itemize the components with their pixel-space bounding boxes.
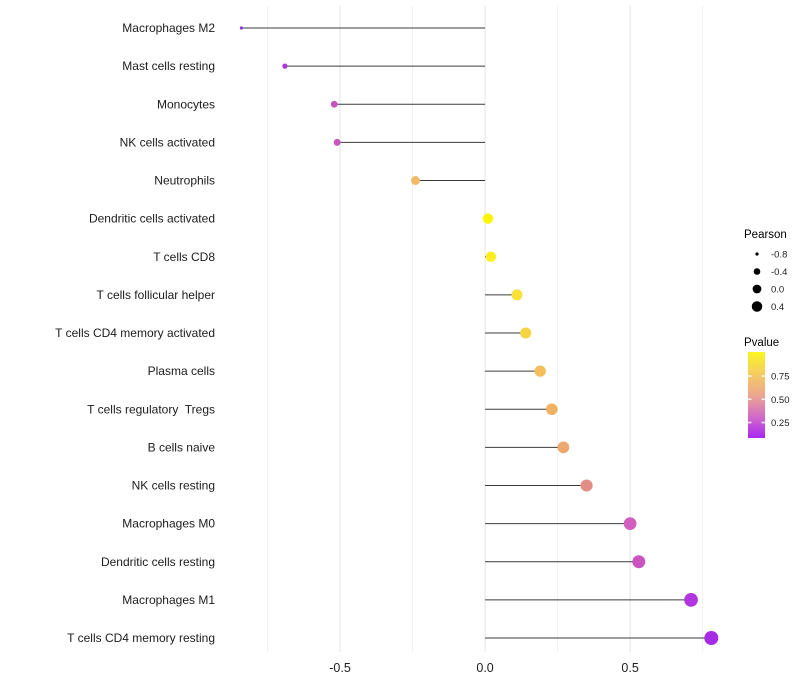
y-axis-label: NK cells resting	[132, 479, 215, 493]
gridlines	[267, 6, 704, 652]
lollipop-point	[632, 555, 646, 569]
lollipop-stems	[241, 27, 712, 639]
lollipop-point	[557, 441, 570, 454]
lollipop-point	[580, 479, 593, 492]
y-axis-label: T cells follicular helper	[97, 288, 216, 302]
pvalue-legend: Pvalue 0.75 0.50 0.25	[744, 337, 790, 438]
lollipop-point	[411, 176, 420, 185]
lollipop-point	[333, 138, 341, 146]
pvalue-colorbar	[748, 352, 765, 438]
pearson-legend-title: Pearson	[744, 229, 787, 241]
pearson-legend: Pearson -0.8 -0.4 0.0 0.4	[744, 229, 787, 313]
y-axis-label: Monocytes	[157, 97, 215, 111]
y-axis-label: Dendritic cells activated	[89, 212, 215, 226]
lollipop-point	[623, 517, 637, 531]
x-axis-label: -0.5	[329, 661, 351, 675]
pvalue-legend-label: 0.25	[771, 418, 790, 429]
lollipop-points	[239, 26, 719, 645]
y-axis-label: Plasma cells	[148, 364, 215, 378]
pearson-legend-label: 0.0	[771, 285, 784, 296]
lollipop-point	[239, 26, 244, 30]
x-axis-label: 0.5	[621, 661, 638, 675]
lollipop-point	[485, 251, 497, 262]
y-axis-label: Macrophages M0	[122, 517, 215, 531]
lollipop-point	[282, 63, 288, 69]
y-axis-label: Macrophages M2	[122, 21, 215, 35]
lollipop-point	[704, 631, 719, 645]
pearson-legend-dot	[752, 284, 762, 294]
pearson-legend-dot	[755, 252, 759, 256]
y-axis-label: T cells regulatory Tregs	[87, 402, 215, 416]
lollipop-point	[684, 593, 698, 607]
y-axis-label: Macrophages M1	[122, 593, 215, 607]
y-axis-label: NK cells activated	[120, 135, 215, 149]
y-axis-label: B cells naive	[148, 440, 216, 454]
lollipop-point	[330, 100, 338, 108]
pearson-legend-dot	[753, 268, 761, 275]
pearson-legend-dot	[751, 301, 763, 312]
x-axis-label: 0.0	[476, 661, 493, 675]
x-axis-labels: -0.5 0.0 0.5	[329, 661, 639, 675]
lollipop-point	[520, 327, 532, 339]
y-axis-label: Mast cells resting	[122, 59, 215, 73]
pvalue-legend-title: Pvalue	[744, 337, 779, 349]
pearson-legend-label: -0.4	[771, 267, 787, 278]
lollipop-point	[482, 213, 494, 224]
y-axis-label: T cells CD4 memory activated	[55, 326, 215, 340]
y-axis-label: T cells CD8	[153, 250, 215, 264]
y-axis-labels: Macrophages M2 Mast cells resting Monocyte…	[55, 21, 215, 645]
y-axis-label: Neutrophils	[154, 174, 215, 188]
pvalue-legend-label: 0.75	[771, 372, 790, 383]
pvalue-legend-label: 0.50	[771, 395, 790, 406]
y-axis-label: Dendritic cells resting	[101, 555, 215, 569]
y-axis-label: T cells CD4 memory resting	[67, 631, 215, 645]
pearson-legend-label: 0.4	[771, 302, 784, 313]
lollipop-point	[546, 403, 558, 416]
lollipop-point	[534, 365, 546, 377]
pearson-legend-label: -0.8	[771, 250, 787, 261]
lollipop-point	[511, 289, 523, 301]
